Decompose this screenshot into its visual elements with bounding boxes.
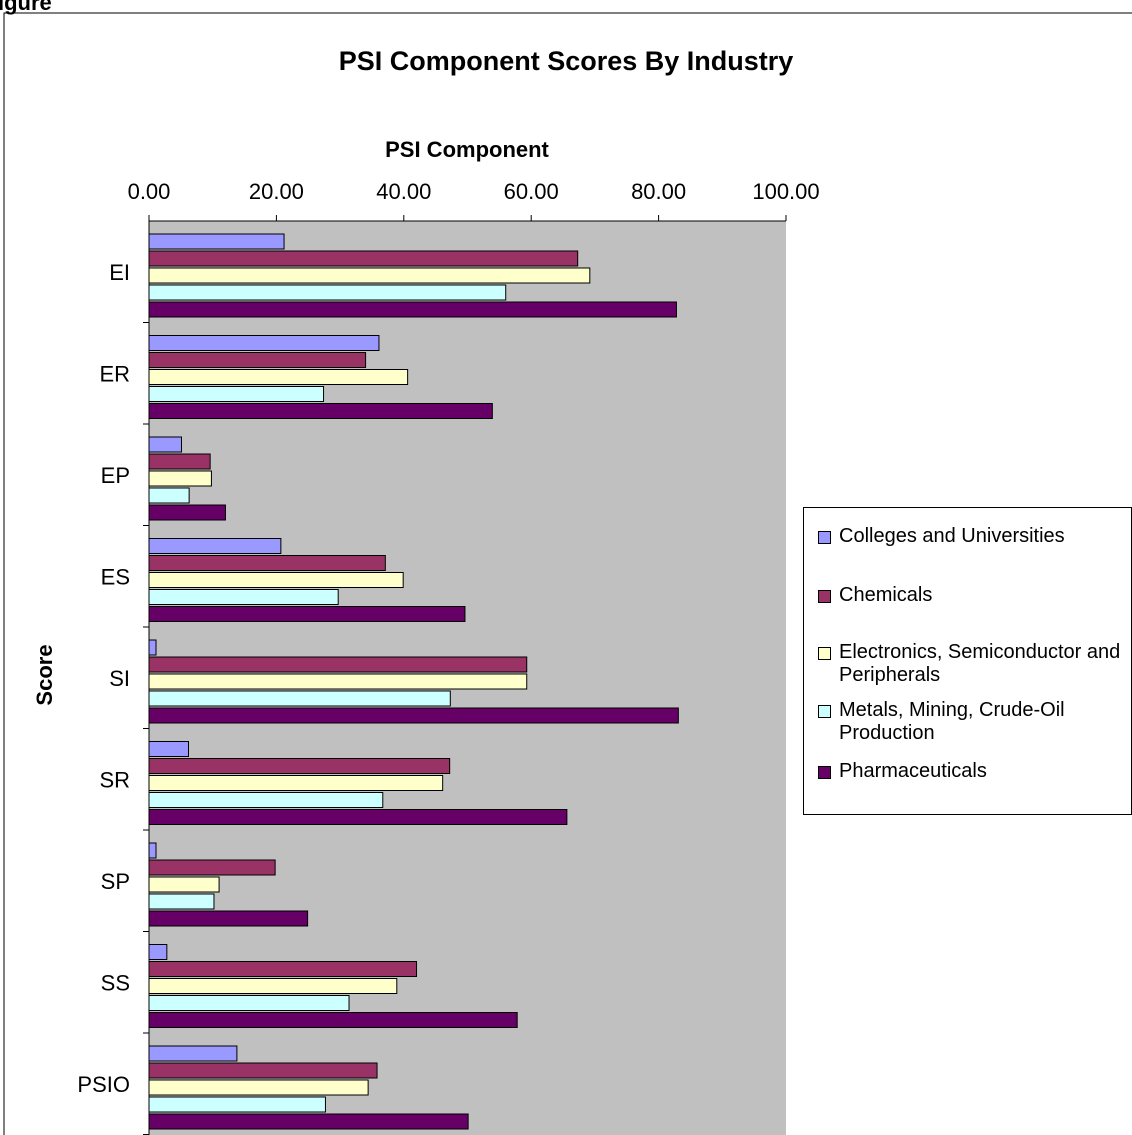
x-tick-label: 100.00 — [752, 179, 819, 204]
legend-label-colleges: Colleges and Universities — [839, 525, 1065, 547]
bar-sp-series-2 — [148, 876, 220, 893]
bar-si-series-4 — [148, 707, 679, 724]
page-header: igure — [0, 0, 52, 15]
bar-ss-series-4 — [148, 1012, 518, 1028]
bar-sr-series-0 — [148, 741, 189, 757]
chart-title: PSI Component Scores By Industry — [339, 46, 794, 76]
legend-label-chemicals: Chemicals — [839, 584, 933, 606]
bar-sp-series-1 — [148, 859, 276, 876]
category-label-sr: SR — [99, 767, 130, 792]
bar-er-series-4 — [148, 403, 493, 419]
bar-ep-series-3 — [148, 487, 190, 504]
legend: Colleges and Universities Chemicals Elec… — [803, 507, 1132, 815]
category-label-ep: EP — [101, 463, 130, 488]
legend-item-metals: Metals, Mining, Crude-Oil Production — [818, 699, 1129, 745]
bar-er-series-0 — [148, 335, 380, 351]
bar-ei-series-1 — [148, 250, 579, 267]
category-label-es: ES — [101, 564, 130, 589]
bar-ep-series-1 — [148, 453, 211, 470]
legend-label-electronics: Electronics, Semiconductor and Periphera… — [839, 641, 1121, 686]
x-tick-label: 0.00 — [128, 179, 171, 204]
bar-es-series-3 — [148, 589, 339, 605]
category-axis-label: Score — [32, 644, 57, 705]
bar-ss-series-2 — [148, 978, 398, 994]
legend-swatch-chemicals — [818, 590, 831, 603]
legend-item-electronics: Electronics, Semiconductor and Periphera… — [818, 641, 1129, 687]
x-tick-label: 60.00 — [504, 179, 559, 204]
category-label-sp: SP — [101, 869, 130, 894]
bar-ss-series-1 — [148, 961, 418, 977]
bar-ss-series-3 — [148, 995, 350, 1011]
bar-es-series-1 — [148, 555, 386, 571]
bar-si-series-1 — [148, 656, 528, 673]
bar-er-series-2 — [148, 369, 409, 385]
legend-item-chemicals: Chemicals — [818, 584, 1129, 607]
bar-psio-series-0 — [148, 1045, 238, 1062]
category-label-ei: EI — [109, 260, 130, 285]
bar-psio-series-3 — [148, 1096, 326, 1113]
bar-si-series-2 — [148, 673, 528, 690]
category-label-si: SI — [109, 666, 130, 691]
bar-ei-series-2 — [148, 267, 591, 284]
legend-label-metals: Metals, Mining, Crude-Oil Production — [839, 699, 1065, 744]
x-tick-label: 40.00 — [376, 179, 431, 204]
bar-ep-series-4 — [148, 504, 226, 521]
bar-ei-series-3 — [148, 284, 507, 301]
bar-psio-series-4 — [148, 1113, 469, 1130]
legend-swatch-electronics — [818, 647, 831, 660]
bar-ep-series-2 — [148, 470, 212, 487]
bar-er-series-1 — [148, 352, 367, 368]
category-label-ss: SS — [101, 970, 130, 995]
bar-es-series-0 — [148, 538, 282, 554]
bar-psio-series-1 — [148, 1062, 378, 1079]
bar-es-series-2 — [148, 572, 404, 588]
x-tick-label: 80.00 — [631, 179, 686, 204]
bar-ep-series-0 — [148, 436, 182, 453]
bar-er-series-3 — [148, 386, 325, 402]
legend-swatch-metals — [818, 705, 831, 718]
legend-item-colleges: Colleges and Universities — [818, 525, 1129, 548]
bar-sr-series-4 — [148, 809, 568, 825]
bar-ss-series-0 — [148, 944, 168, 960]
category-label-psio: PSIO — [77, 1072, 130, 1097]
bar-es-series-4 — [148, 606, 466, 622]
bar-psio-series-2 — [148, 1079, 369, 1096]
value-axis-label: PSI Component — [385, 137, 549, 162]
bar-sp-series-4 — [148, 910, 309, 927]
bar-si-series-3 — [148, 690, 451, 707]
legend-swatch-colleges — [818, 531, 831, 544]
legend-label-pharmaceuticals: Pharmaceuticals — [839, 760, 987, 782]
x-tick-label: 20.00 — [249, 179, 304, 204]
bar-ei-series-4 — [148, 301, 677, 318]
bar-sp-series-3 — [148, 893, 215, 910]
bar-sr-series-1 — [148, 758, 451, 774]
legend-item-pharmaceuticals: Pharmaceuticals — [818, 760, 1129, 783]
bar-sr-series-2 — [148, 775, 444, 791]
bar-si-series-0 — [148, 639, 157, 656]
bar-sp-series-0 — [148, 842, 157, 859]
category-label-er: ER — [99, 361, 130, 386]
bar-sr-series-3 — [148, 792, 384, 808]
bar-ei-series-0 — [148, 233, 285, 250]
legend-swatch-pharmaceuticals — [818, 766, 831, 779]
